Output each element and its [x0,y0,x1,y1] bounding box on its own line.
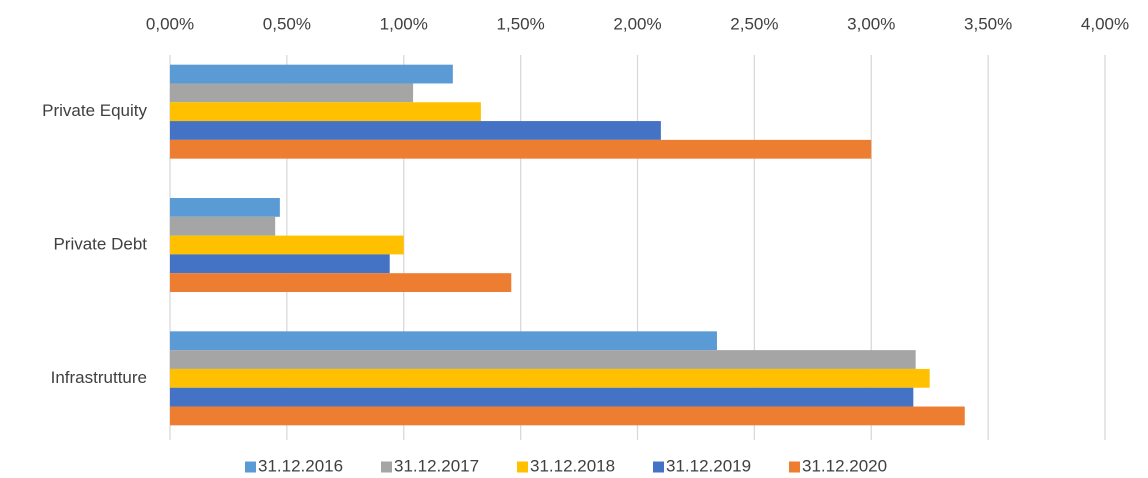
legend-swatch [789,461,800,473]
bar [170,198,280,217]
bar [170,387,914,407]
legend-swatch [245,461,256,473]
x-tick-label: 2,50% [730,14,778,33]
bar [170,102,481,122]
bar [170,216,276,236]
bar [170,139,872,159]
x-tick-label: 4,00% [1081,14,1129,33]
bar [170,331,717,351]
bar [170,368,930,388]
legend-label: 31.12.2016 [258,456,343,475]
bar [170,254,390,274]
legend-label: 31.12.2018 [530,456,615,475]
bar [170,235,404,255]
x-tick-label: 1,50% [497,14,545,33]
x-tick-label: 0,00% [146,14,194,33]
y-tick-label: Infrastrutture [51,368,147,387]
bar [170,121,661,140]
bar [170,350,916,369]
bar [170,406,965,426]
bar [170,273,512,292]
x-tick-label: 1,00% [380,14,428,33]
x-tick-label: 0,50% [263,14,311,33]
legend-swatch [653,461,664,473]
legend-swatch [381,461,392,473]
bar [170,64,453,84]
x-tick-label: 2,00% [613,14,661,33]
y-tick-label: Private Debt [53,234,147,253]
x-tick-label: 3,00% [847,14,895,33]
bar [170,83,414,103]
y-tick-label: Private Equity [42,101,147,120]
legend-label: 31.12.2020 [802,456,887,475]
x-tick-label: 3,50% [964,14,1012,33]
legend-label: 31.12.2019 [666,456,751,475]
legend-label: 31.12.2017 [394,456,479,475]
legend-swatch [517,461,528,473]
